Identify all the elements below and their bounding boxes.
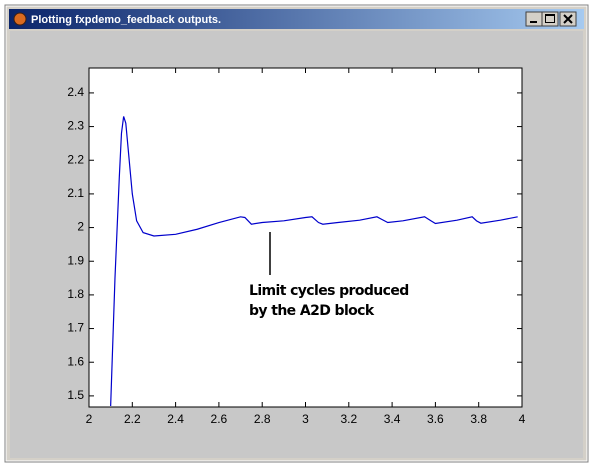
y-tick-label: 1.8 (67, 287, 84, 301)
x-tick-label: 2.6 (211, 412, 228, 426)
axes: 1.5 1.6 1.7 1.8 1.9 2 2.1 2.2 2.3 2.4 2 2.2 2.4 2.6 2.… (67, 68, 526, 426)
x-tick-label: 2 (86, 412, 93, 426)
window-bevel (5, 5, 588, 462)
annotation: by the A2D block (249, 303, 375, 319)
x-tick-label: 3.4 (384, 412, 401, 426)
y-tick-label: 1.7 (67, 321, 84, 335)
maximize-button[interactable] (541, 11, 559, 27)
x-tick-label: 3.6 (427, 412, 444, 426)
y-tick-label: 1.5 (67, 388, 84, 402)
y-tick-label: 2.2 (67, 152, 84, 166)
y-tick-label: 1.9 (67, 253, 84, 267)
minimize-button[interactable] (525, 11, 543, 27)
y-tick-label: 1.6 (67, 354, 84, 368)
y-tick-label: 2.4 (67, 85, 84, 99)
app-icon (13, 12, 27, 26)
x-tick-label: 3 (302, 412, 309, 426)
x-tick-label: 3.8 (470, 412, 487, 426)
x-tick-label: 2.2 (124, 412, 141, 426)
x-tick-label: 3.2 (340, 412, 357, 426)
x-tick-label: 2.4 (167, 412, 184, 426)
x-tick-label: 2.8 (254, 412, 271, 426)
y-tick-label: 2.1 (67, 186, 84, 200)
data-line (110, 116, 518, 407)
window-title: Plotting fxpdemo_feedback outputs. (31, 14, 221, 26)
close-button[interactable] (559, 11, 577, 27)
title-bar (9, 9, 584, 29)
annotation: Limit cycles produced (249, 283, 409, 299)
plot-area (88, 67, 523, 408)
y-tick-label: 2 (77, 220, 84, 234)
y-tick-label: 2.3 (67, 119, 84, 133)
x-tick-label: 4 (519, 412, 526, 426)
